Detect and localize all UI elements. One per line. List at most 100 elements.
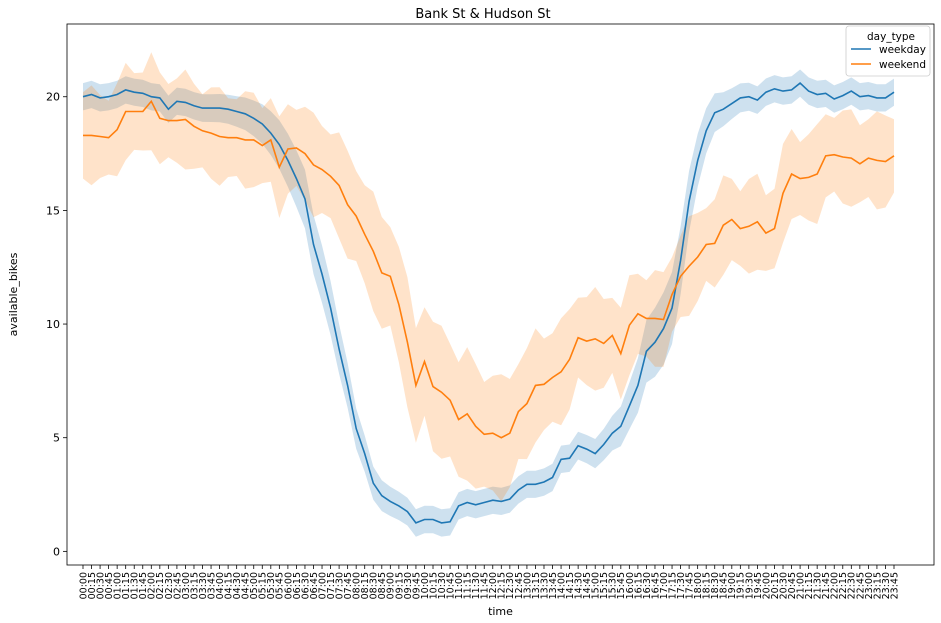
y-tick-label-0: 0 [53,545,60,558]
legend-label-weekday: weekday [879,44,926,56]
x-tick-label-21:30: 21:30 [813,572,824,599]
x-tick-label-07:30: 07:30 [335,572,346,599]
x-tick-label-12:15: 12:15 [497,572,508,599]
axes: 0510152000:0000:1500:3000:4501:0001:1501… [46,23,935,599]
x-tick-label-00:30: 00:30 [96,572,107,599]
confidence-bands [83,52,894,537]
x-tick-label-11:45: 11:45 [480,572,491,599]
series-weekday [82,82,895,524]
x-tick-label-08:45: 08:45 [377,572,388,599]
x-tick-label-16:30: 16:30 [642,572,653,599]
x-tick-label-14:45: 14:45 [582,572,593,599]
x-tick-label-02:30: 02:30 [164,572,175,599]
plot-frame [66,23,935,566]
x-tick-label-07:45: 07:45 [343,572,354,599]
x-tick-label-03:00: 03:00 [181,572,192,599]
x-tick-label-02:15: 02:15 [155,572,166,599]
x-tick-label-12:30: 12:30 [505,572,516,599]
x-tick-label-15:15: 15:15 [599,572,610,599]
legend-title: day_type [867,31,915,43]
x-tick-label-20:15: 20:15 [770,572,781,599]
x-tick-label-03:30: 03:30 [198,572,209,599]
x-tick-label-07:15: 07:15 [326,572,337,599]
x-tick-label-01:30: 01:30 [130,572,141,599]
x-tick-label-14:15: 14:15 [565,572,576,599]
legend-label-weekend: weekend [879,59,926,71]
x-tick-label-12:45: 12:45 [514,572,525,599]
x-tick-label-22:45: 22:45 [855,572,866,599]
y-axis-label: available_bikes [7,252,20,336]
x-tick-label-07:00: 07:00 [317,572,328,599]
x-tick-label-02:00: 02:00 [147,572,158,599]
x-tick-label-10:15: 10:15 [428,572,439,599]
x-tick-label-04:45: 04:45 [241,572,252,599]
x-tick-label-10:30: 10:30 [437,572,448,599]
line-weekend [83,99,895,439]
x-tick-label-04:00: 04:00 [215,572,226,599]
x-tick-label-00:45: 00:45 [104,572,115,599]
x-tick-label-19:45: 19:45 [753,572,764,599]
x-tick-label-19:15: 19:15 [736,572,747,599]
line-weekday [82,82,895,524]
x-tick-label-17:45: 17:45 [685,572,696,599]
x-tick-label-15:00: 15:00 [591,572,602,599]
x-tick-label-22:00: 22:00 [830,572,841,599]
x-tick-label-05:45: 05:45 [275,572,286,599]
x-tick-label-00:00: 00:00 [78,572,89,599]
x-tick-label-08:30: 08:30 [369,572,380,599]
x-tick-label-19:00: 19:00 [727,572,738,599]
x-tick-label-08:00: 08:00 [352,572,363,599]
x-tick-label-19:30: 19:30 [744,572,755,599]
x-tick-label-09:00: 09:00 [386,572,397,599]
x-tick-label-11:15: 11:15 [463,572,474,599]
x-tick-label-22:30: 22:30 [847,572,858,599]
band-weekday [83,69,894,537]
x-tick-label-20:30: 20:30 [778,572,789,599]
x-tick-label-21:15: 21:15 [804,572,815,599]
x-tick-label-16:45: 16:45 [650,572,661,599]
x-tick-label-11:00: 11:00 [454,572,465,599]
x-tick-label-04:30: 04:30 [232,572,243,599]
x-tick-label-23:45: 23:45 [889,572,900,599]
x-tick-label-20:45: 20:45 [787,572,798,599]
x-tick-label-10:45: 10:45 [446,572,457,599]
x-tick-label-05:00: 05:00 [249,572,260,599]
x-tick-label-13:15: 13:15 [531,572,542,599]
x-tick-label-18:30: 18:30 [710,572,721,599]
x-tick-label-03:15: 03:15 [189,572,200,599]
x-tick-label-15:45: 15:45 [616,572,627,599]
x-tick-label-16:15: 16:15 [633,572,644,599]
x-tick-label-23:30: 23:30 [881,572,892,599]
x-axis-label: time [488,605,513,618]
x-tick-label-01:45: 01:45 [138,572,149,599]
y-tick-label-20: 20 [46,91,60,104]
x-tick-label-13:45: 13:45 [548,572,559,599]
x-tick-label-18:15: 18:15 [702,572,713,599]
x-tick-label-14:00: 14:00 [557,572,568,599]
x-tick-label-21:45: 21:45 [821,572,832,599]
band-weekend [83,52,894,502]
chart-title: Bank St & Hudson St [415,7,550,22]
x-tick-label-22:15: 22:15 [838,572,849,599]
x-tick-label-06:00: 06:00 [283,572,294,599]
x-tick-label-17:30: 17:30 [676,572,687,599]
x-tick-label-03:45: 03:45 [207,572,218,599]
x-tick-label-18:00: 18:00 [693,572,704,599]
x-tick-label-12:00: 12:00 [488,572,499,599]
x-tick-label-23:00: 23:00 [864,572,875,599]
x-tick-label-11:30: 11:30 [471,572,482,599]
y-tick-label-5: 5 [53,432,60,445]
y-tick-label-10: 10 [46,318,60,331]
x-tick-label-05:15: 05:15 [258,572,269,599]
x-tick-label-04:15: 04:15 [224,572,235,599]
x-tick-label-02:45: 02:45 [172,572,183,599]
x-tick-label-06:15: 06:15 [292,572,303,599]
x-tick-label-01:00: 01:00 [113,572,124,599]
x-tick-label-05:30: 05:30 [266,572,277,599]
x-tick-label-16:00: 16:00 [625,572,636,599]
x-tick-label-18:45: 18:45 [719,572,730,599]
x-tick-label-17:15: 17:15 [667,572,678,599]
x-tick-label-20:00: 20:00 [761,572,772,599]
